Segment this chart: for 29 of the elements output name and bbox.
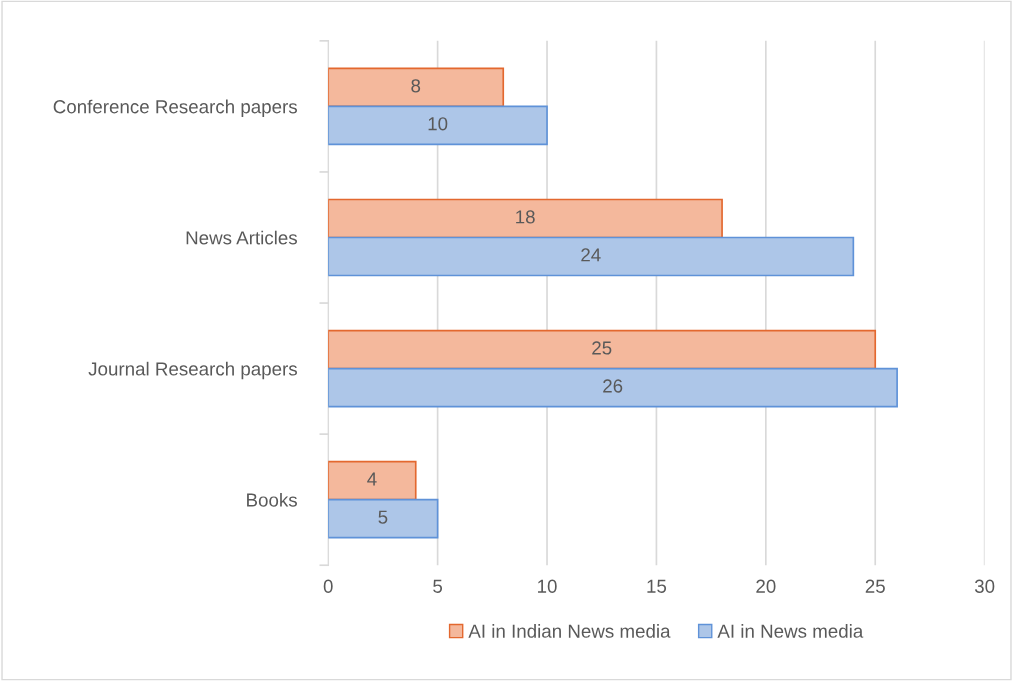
bar [328, 460, 417, 501]
y-tick-label: Journal Research papers [88, 361, 297, 380]
data-label: 25 [592, 341, 612, 355]
y-tick-label: Books [247, 492, 297, 507]
legend-label: AI in News media [717, 624, 864, 638]
bar [328, 367, 898, 408]
x-tick-label: 20 [756, 579, 776, 593]
bar [328, 236, 855, 277]
bar [328, 105, 548, 146]
legend-label: AI in Indian News media [468, 624, 671, 638]
x-tick-label: 10 [538, 579, 557, 593]
data-label: 26 [603, 379, 623, 393]
data-label: 24 [581, 248, 601, 262]
x-tick-label: 5 [433, 579, 443, 593]
bar [328, 198, 723, 239]
data-label: 5 [378, 510, 388, 524]
data-label: 4 [367, 472, 377, 486]
x-tick-label: 15 [647, 579, 667, 593]
y-tick-label: Conference Research papers [53, 99, 297, 118]
data-label: 10 [428, 117, 448, 131]
x-tick-label: 25 [865, 579, 885, 593]
bar [328, 67, 505, 108]
y-tick-label: News Articles [186, 230, 297, 245]
x-tick-label: 0 [323, 579, 333, 593]
x-tick-label: 30 [974, 579, 995, 593]
data-label: 8 [411, 79, 421, 93]
bar [328, 498, 439, 539]
data-label: 18 [516, 210, 535, 224]
bar [328, 329, 877, 370]
